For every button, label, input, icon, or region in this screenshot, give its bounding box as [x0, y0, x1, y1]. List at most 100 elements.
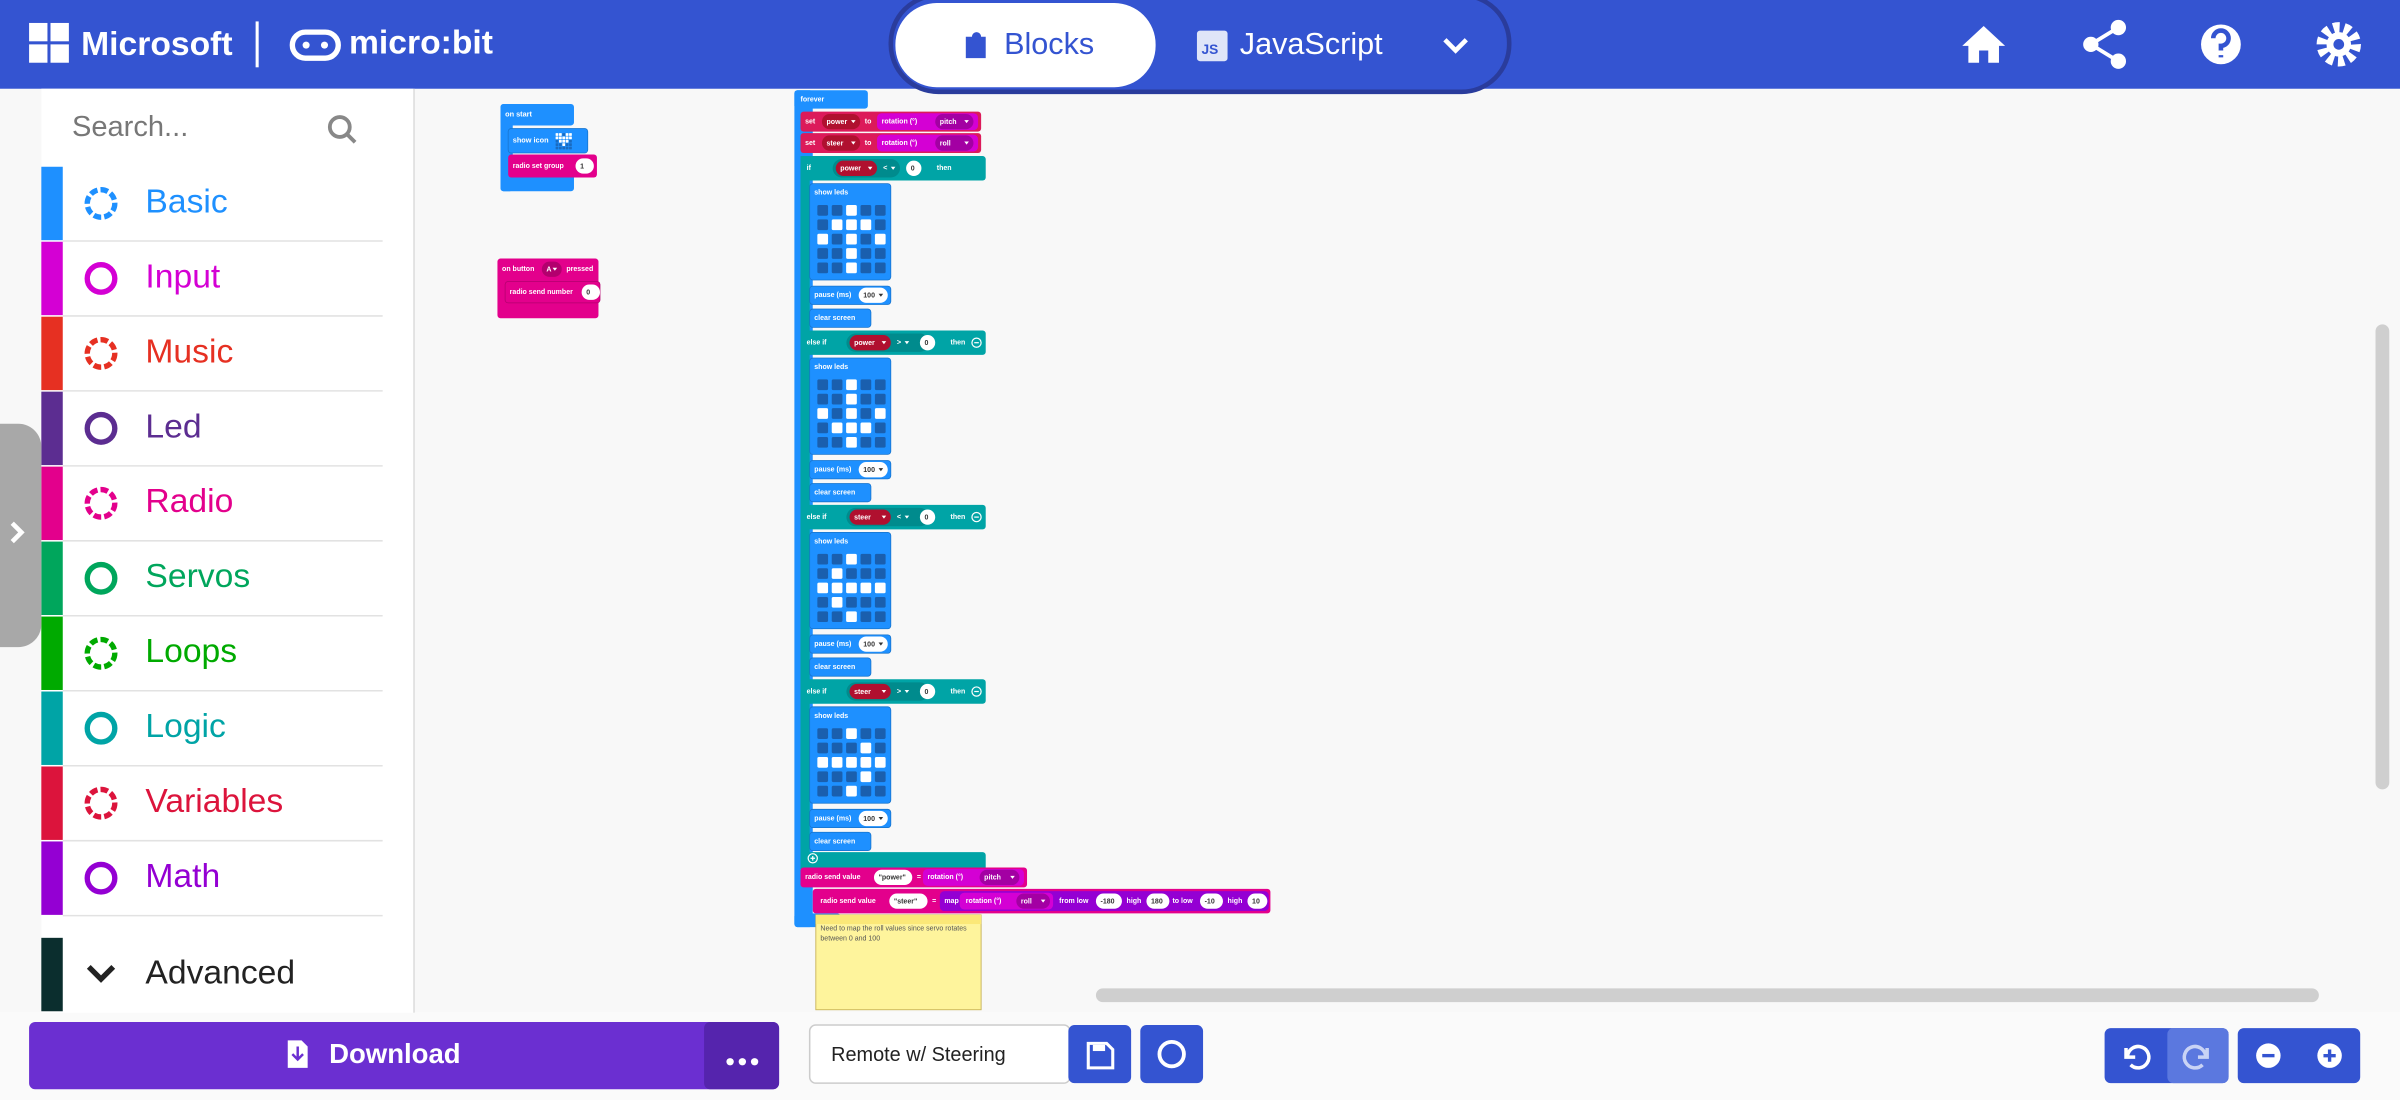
block-text: rotation (°) [882, 117, 918, 125]
led [874, 233, 886, 245]
remove-branch[interactable] [971, 511, 982, 523]
category-label[interactable]: Radio [145, 483, 233, 520]
block-text: radio send value [820, 898, 875, 905]
download-button[interactable] [29, 1021, 780, 1090]
block-text: to [865, 118, 872, 125]
led [846, 233, 857, 245]
dropdown-arrow [881, 341, 887, 345]
category-row[interactable] [63, 392, 383, 465]
search-input[interactable]: Search... [72, 111, 188, 143]
variable: power [854, 340, 875, 347]
category-row[interactable] [63, 841, 383, 914]
category-label[interactable]: Servos [145, 558, 250, 595]
led [846, 422, 857, 434]
led [817, 205, 829, 216]
operator: > [897, 338, 901, 347]
led [831, 568, 843, 579]
led [817, 785, 829, 797]
value-name: "steer" [894, 898, 917, 905]
led [817, 771, 829, 783]
blocks-tab[interactable] [895, 3, 1156, 88]
category-color [41, 541, 63, 616]
home-icon[interactable] [1962, 26, 2006, 63]
led [846, 785, 857, 797]
category-color [41, 766, 63, 840]
led [874, 771, 886, 783]
variable-pill [835, 160, 878, 176]
tab-dropdown[interactable] [1443, 38, 1468, 54]
project-name[interactable]: Remote w/ Steering [831, 1044, 1006, 1066]
led [874, 728, 886, 739]
category-label[interactable]: Variables [145, 783, 283, 820]
led [874, 393, 886, 405]
redo-icon [2182, 1044, 2209, 1070]
led [846, 408, 857, 419]
clear-screen-block [809, 308, 872, 328]
toolbox [41, 88, 414, 1013]
led [817, 219, 829, 231]
axis-pill [979, 869, 1020, 886]
category-row[interactable] [63, 242, 383, 315]
more-button[interactable] [704, 1021, 780, 1090]
category-icon [84, 187, 118, 220]
zoom-buttons[interactable] [2237, 1028, 2361, 1084]
led [846, 728, 857, 739]
led [831, 233, 843, 245]
category-label[interactable]: Basic [145, 183, 227, 220]
dropdown-arrow [878, 642, 884, 646]
category-label[interactable]: Led [145, 408, 201, 445]
category-color [41, 316, 63, 391]
github-button[interactable] [1140, 1025, 1204, 1084]
led [860, 596, 872, 608]
category-color [41, 391, 63, 466]
group-value-pill [575, 158, 594, 174]
block-text: radio send number [510, 289, 573, 296]
icon-led [565, 146, 569, 150]
category-icon [84, 261, 118, 295]
icon-led [569, 143, 572, 146]
download-label[interactable]: Download [329, 1038, 461, 1069]
operator: < [897, 512, 901, 521]
add-branch[interactable] [807, 853, 818, 864]
search-icon[interactable] [327, 115, 352, 139]
product: micro:bit [349, 24, 493, 61]
block-text: radio set group [513, 163, 564, 170]
icon-led [562, 139, 566, 143]
led [860, 611, 872, 623]
led [874, 553, 886, 565]
settings-icon[interactable] [2316, 22, 2361, 67]
block-text: pressed [566, 266, 593, 273]
number-value-pill [581, 284, 600, 300]
led [874, 582, 886, 594]
blocks-tab-label[interactable]: Blocks [1004, 27, 1094, 61]
number-value: 0 [586, 290, 590, 297]
led [874, 568, 886, 579]
advanced-label[interactable]: Advanced [145, 954, 295, 991]
category-label[interactable]: Input [145, 258, 221, 295]
led [860, 582, 872, 594]
javascript-tab-label[interactable]: JavaScript [1240, 27, 1383, 61]
led [846, 262, 857, 274]
dropdown-arrow [878, 816, 884, 821]
led [817, 742, 829, 754]
block-text: forever [801, 96, 825, 103]
dropdown-arrow [964, 120, 969, 124]
category-label[interactable]: Logic [145, 708, 225, 745]
value-name: "power" [879, 875, 906, 882]
led [860, 436, 872, 448]
block-text: clear screen [814, 315, 855, 322]
block-text: clear screen [814, 489, 855, 496]
category-label[interactable]: Loops [145, 633, 237, 670]
category-label[interactable]: Math [145, 858, 220, 895]
if-block-end [800, 852, 986, 871]
led [874, 262, 886, 274]
led [860, 785, 872, 797]
led [817, 611, 829, 623]
remove-branch[interactable] [971, 686, 982, 697]
variable: steer [827, 140, 844, 147]
remove-branch[interactable] [971, 337, 982, 348]
save-button[interactable] [1068, 1025, 1132, 1084]
clear-screen-block [809, 657, 872, 677]
icon-led [558, 139, 562, 143]
category-label[interactable]: Music [145, 333, 233, 370]
